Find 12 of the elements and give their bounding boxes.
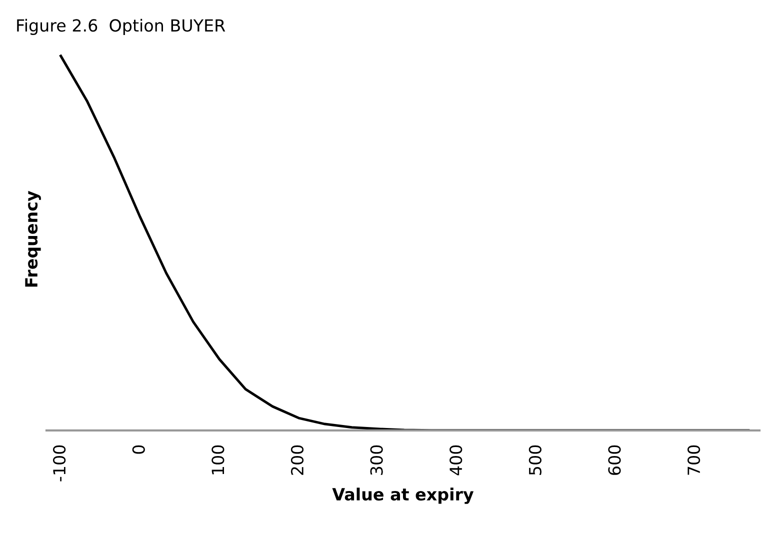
- x-tick-label: 300: [370, 445, 383, 475]
- x-tick-label: -100: [53, 445, 66, 482]
- x-tick-label: 600: [608, 445, 621, 475]
- x-axis-title: Value at expiry: [332, 488, 474, 504]
- chart-title: Figure 2.6 Option BUYER: [17, 18, 226, 35]
- x-tick-label: 100: [212, 445, 224, 474]
- x-tick-label: 0: [132, 445, 145, 454]
- x-tick-label: 700: [687, 445, 700, 475]
- x-tick-label: 200: [290, 445, 304, 475]
- y-axis-title: Frequency: [25, 190, 41, 287]
- x-tick-label: 500: [528, 445, 542, 475]
- x-tick-label: 400: [450, 445, 462, 476]
